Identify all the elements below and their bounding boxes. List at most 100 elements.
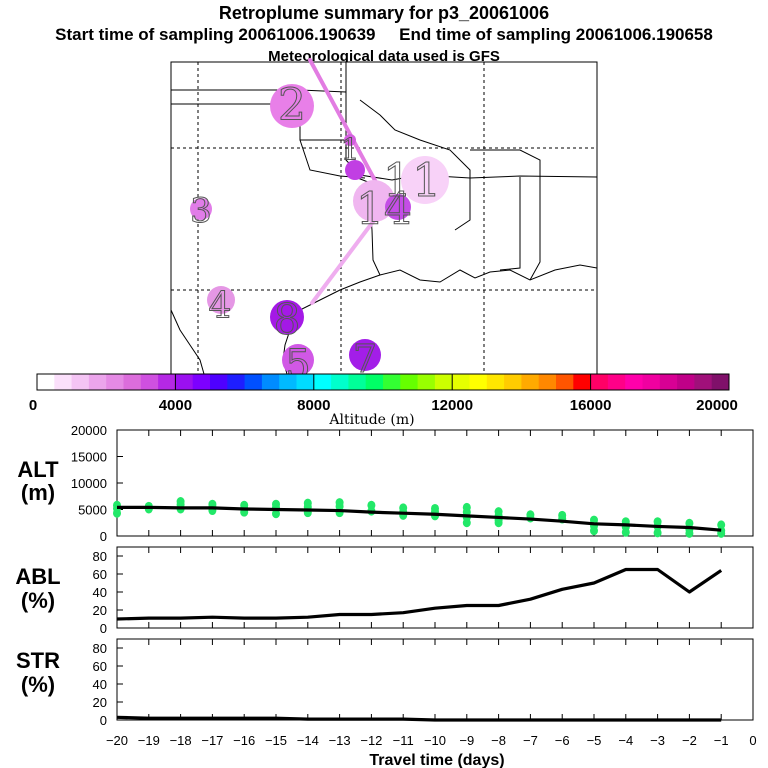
colorbar-swatch-6	[140, 374, 159, 390]
xtick-label-13: −7	[523, 733, 538, 748]
start-time-label: Start time of sampling 20061006.190639	[55, 25, 376, 44]
str-panel-frame	[116, 638, 754, 721]
xtick-label-12: −8	[491, 733, 506, 748]
cluster-circle-11	[401, 156, 449, 204]
cluster-circle-14	[353, 180, 395, 222]
colorbar-swatch-21	[400, 374, 419, 390]
colorbar-swatch-1	[54, 374, 73, 390]
xtick-label-4: −16	[233, 733, 255, 748]
alt-ytick-label-3: 15000	[71, 450, 107, 465]
alt-scatter-point-51	[653, 528, 662, 538]
xtick-label-15: −5	[587, 733, 602, 748]
colorbar-tick-label-1: 4000	[159, 397, 192, 414]
colorbar-swatch-30	[556, 374, 574, 390]
colorbar-swatch-2	[71, 374, 90, 390]
colorbar-swatch-3	[88, 374, 107, 390]
cluster-circle-8	[270, 300, 304, 334]
colorbar-swatch-4	[106, 374, 124, 390]
colorbar-swatch-32	[590, 374, 609, 390]
colorbar-swatch-9	[192, 374, 211, 390]
colorbar-tick-label-0: 0	[29, 397, 37, 414]
xtick-label-7: −13	[329, 733, 351, 748]
colorbar-swatch-26	[486, 374, 505, 390]
alt-scatter-point-48	[621, 527, 630, 537]
time-series-panels: 05000100001500020000ALT(m)020406080ABL(%…	[15, 423, 756, 768]
abl-ytick-label-1: 20	[93, 603, 107, 618]
cluster-label-14: 14	[356, 184, 412, 235]
figure-title: Retroplume summary for p3_20061006	[218, 3, 550, 23]
abl-ylabel-line-1: (%)	[21, 588, 55, 613]
cluster-circle-4	[207, 286, 235, 314]
colorbar-swatch-35	[642, 374, 661, 390]
abl-ylabel-line-0: ABL	[15, 564, 60, 589]
cluster-circle-7	[349, 339, 381, 371]
alt-ylabel-line-0: ALT	[17, 457, 59, 482]
colorbar-swatch-29	[538, 374, 557, 390]
end-time-label: End time of sampling 20061006.190658	[399, 25, 713, 44]
xtick-label-20: 0	[749, 733, 756, 748]
abl-ytick-label-3: 60	[93, 567, 107, 582]
alt-scatter-point-34	[462, 518, 471, 528]
alt-ytick-label-0: 0	[100, 529, 107, 544]
cluster-circle-1a	[344, 134, 356, 146]
cluster-circle-4b	[385, 194, 411, 220]
cluster-markers	[190, 84, 449, 376]
cluster-label-1: 1	[340, 133, 359, 168]
colorbar-swatch-10	[210, 374, 228, 390]
alt-scatter-point-16	[272, 509, 280, 519]
met-data-label: Meteorological data used is GFS	[268, 48, 500, 65]
str-ytick-label-2: 40	[93, 677, 107, 692]
alt-scatter-point-45	[590, 526, 598, 536]
xtick-label-1: −19	[138, 733, 160, 748]
trajectory-line-south	[310, 213, 380, 305]
alt-series-line	[117, 505, 722, 532]
colorbar-swatch-19	[365, 374, 384, 390]
xtick-label-17: −3	[650, 733, 665, 748]
alt-ytick-label-1: 5000	[78, 503, 107, 518]
colorbar-swatch-0	[37, 374, 55, 390]
alt-panel: 0 5000 10000 15000 20000 ALT(m)	[17, 423, 754, 544]
xtick-label-6: −14	[297, 733, 319, 748]
alt-scatter-point-54	[685, 528, 694, 538]
colorbar-swatch-36	[659, 374, 678, 390]
xtick-label-9: −11	[393, 733, 414, 748]
colorbar-swatch-7	[158, 374, 176, 390]
colorbar-swatch-31	[573, 374, 592, 390]
colorbar-swatch-28	[521, 374, 540, 390]
cluster-label-2: 2	[278, 80, 306, 131]
colorbar-swatch-5	[123, 374, 142, 390]
alt-ytick-label-2: 10000	[71, 476, 107, 491]
cluster-circle-2	[270, 84, 314, 128]
abl-panel: 0 20 40 60 80 ABL(%)	[15, 546, 754, 636]
colorbar-swatch-18	[348, 374, 367, 390]
alt-scatter-point-2	[113, 508, 121, 518]
colorbar-swatch-37	[677, 374, 695, 390]
xtick-label-0: −20	[106, 733, 128, 748]
alt-ytick-label-4: 20000	[71, 423, 107, 438]
alt-scatter-point-21	[335, 501, 344, 511]
str-ytick-label-4: 80	[93, 641, 107, 656]
colorbar-swatch-11	[227, 374, 246, 390]
xtick-label-8: −12	[360, 733, 382, 748]
xtick-label-11: −9	[459, 733, 474, 748]
str-series-line	[116, 715, 722, 722]
colorbar-swatch-20	[383, 374, 401, 390]
colorbar-swatch-12	[244, 374, 263, 390]
str-ytick-label-0: 0	[100, 713, 107, 728]
cluster-labels: 2 1 3 11 14 4 8 5 7	[190, 80, 442, 389]
xtick-label-18: −2	[682, 733, 697, 748]
cluster-label-4: 4	[209, 286, 232, 327]
x-axis-label: Travel time (days)	[369, 752, 504, 768]
abl-ytick-label-0: 0	[100, 621, 107, 636]
colorbar-label: Altitude (m)	[328, 412, 414, 428]
colorbar-swatch-8	[175, 374, 194, 390]
xtick-label-5: −15	[265, 733, 287, 748]
colorbar-tick-label-3: 12000	[431, 397, 473, 414]
cluster-label-11: 11	[383, 153, 442, 207]
xtick-label-16: −4	[618, 733, 633, 748]
xtick-label-19: −1	[714, 733, 729, 748]
colorbar-swatch-33	[607, 374, 626, 390]
xtick-label-14: −6	[555, 733, 570, 748]
colorbar-tick-label-4: 16000	[570, 397, 612, 414]
